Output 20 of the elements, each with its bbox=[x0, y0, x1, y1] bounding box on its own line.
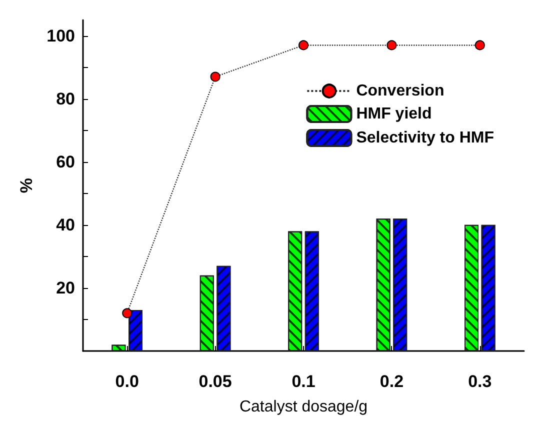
x-axis-title: Catalyst dosage/g bbox=[239, 398, 368, 416]
y-axis-title: % bbox=[17, 178, 36, 194]
legend-label: Conversion bbox=[356, 82, 444, 100]
y-tick-label: 80 bbox=[56, 89, 75, 108]
point bbox=[298, 40, 308, 50]
y-tick-label: 40 bbox=[56, 215, 75, 234]
x-tick-label: 0.2 bbox=[380, 372, 404, 391]
point bbox=[210, 72, 220, 82]
legend-label: HMF yield bbox=[356, 106, 432, 122]
x-tick-label: 0.1 bbox=[292, 372, 316, 391]
y-tick-label: 60 bbox=[56, 152, 75, 172]
point bbox=[386, 40, 397, 50]
x-tick-label: 0.0 bbox=[115, 372, 139, 391]
legend-label: Selectivity to HMF bbox=[356, 130, 494, 146]
point bbox=[474, 40, 485, 50]
x-tick-label: 0.3 bbox=[468, 372, 492, 391]
x-tick-label: 0.05 bbox=[198, 372, 232, 391]
y-tick-label: 20 bbox=[56, 278, 75, 298]
point bbox=[122, 308, 132, 318]
y-tick-label: 100 bbox=[46, 26, 75, 46]
